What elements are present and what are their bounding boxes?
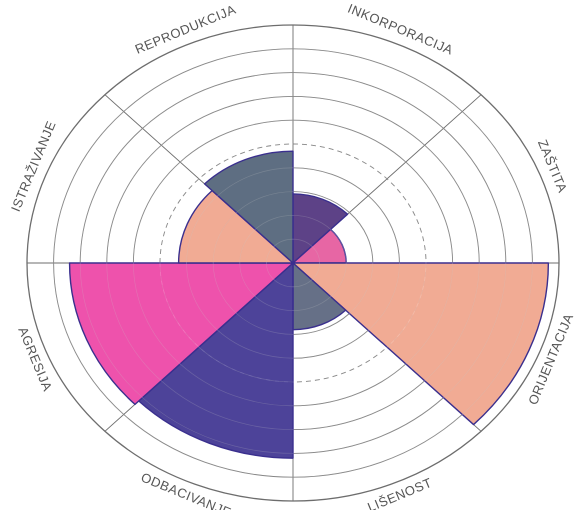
chart-sectors bbox=[68, 150, 550, 459]
overlay-ring bbox=[265, 238, 320, 288]
category-label-zaštita: ZAŠTITA bbox=[535, 137, 570, 194]
sector-agresija bbox=[68, 262, 294, 406]
sector-orijentacija bbox=[292, 262, 550, 426]
overlay-ring bbox=[106, 95, 480, 431]
overlay-ring bbox=[53, 48, 533, 478]
sector-inkorporacija bbox=[292, 193, 349, 264]
sector-istraživanje bbox=[177, 189, 294, 264]
overlay-ring bbox=[159, 143, 427, 383]
sector-lišenost bbox=[292, 262, 347, 331]
overlay-ring bbox=[132, 119, 454, 407]
grid-overlay bbox=[53, 48, 533, 478]
overlay-ring bbox=[212, 191, 374, 335]
overlay-ring bbox=[186, 167, 400, 359]
category-label-inkorporacija: INKORPORACIJA bbox=[346, 1, 456, 58]
sector-odbacivanje bbox=[138, 262, 294, 459]
category-label-odbacivanje: ODBACIVANJE bbox=[139, 469, 234, 510]
category-label-lišenost: LIŠENOST bbox=[365, 475, 434, 510]
overlay-ring bbox=[79, 72, 507, 454]
category-label-reprodukcija: REPRODUKCIJA bbox=[133, 2, 238, 57]
sector-reprodukcija bbox=[203, 150, 294, 264]
category-label-istraživanje: ISTRAŽIVANJE bbox=[8, 119, 59, 214]
overlay-ring bbox=[239, 214, 347, 311]
